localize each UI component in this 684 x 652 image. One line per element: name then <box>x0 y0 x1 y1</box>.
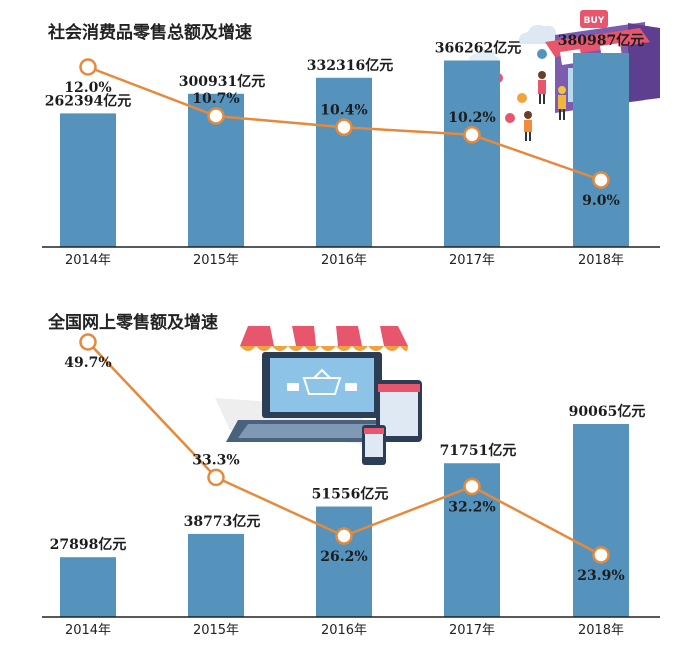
chart2-value-labels: 27898亿元 38773亿元 51556亿元 71751亿元 90065亿元 <box>50 403 646 553</box>
x-tick-label: 2015年 <box>193 623 239 638</box>
growth-value-label: 9.0% <box>582 193 620 209</box>
x-tick-label: 2014年 <box>65 623 111 638</box>
growth-value-label: 12.0% <box>64 80 111 96</box>
growth-value-label: 23.9% <box>577 568 624 584</box>
growth-marker <box>79 333 97 351</box>
growth-value-label: 10.4% <box>320 102 367 118</box>
chart1-value-labels: 262394亿元 300931亿元 332316亿元 366262亿元 380987亿元 <box>45 32 644 109</box>
bar-value-label: 38773亿元 <box>184 513 261 530</box>
x-tick-label: 2014年 <box>65 253 111 268</box>
cloud-icon <box>519 24 562 44</box>
growth-value-label: 26.2% <box>320 549 367 565</box>
growth-marker <box>592 171 610 189</box>
chart1-title: 社会消费品零售总额及增速 <box>47 22 252 43</box>
x-tick-label: 2018年 <box>578 623 624 638</box>
x-tick-label: 2016年 <box>321 253 367 268</box>
pin-icon <box>505 113 515 123</box>
awning-stripe <box>270 326 296 346</box>
awning-stripe <box>314 326 338 346</box>
bar-2014年 <box>60 557 116 617</box>
basket-icon <box>302 377 342 395</box>
growth-value-label: 49.7% <box>64 355 111 371</box>
awning-scallop <box>240 346 408 351</box>
shopper-figure <box>558 86 566 120</box>
laptop-screen <box>270 358 374 412</box>
basket-icon <box>345 383 357 391</box>
bar-2018年 <box>573 424 629 617</box>
bar-value-label: 90065亿元 <box>569 403 646 420</box>
growth-marker <box>463 477 481 496</box>
bar-value-label: 71751亿元 <box>440 442 517 459</box>
bar-2014年 <box>60 113 116 247</box>
bar-value-label: 262394亿元 <box>45 92 131 109</box>
chart2-x-ticks: 2014年 2015年 2016年 2017年 2018年 <box>65 623 624 638</box>
growth-value-label: 10.2% <box>448 110 495 126</box>
x-tick-label: 2016年 <box>321 623 367 638</box>
bar-value-label: 380987亿元 <box>558 32 644 49</box>
growth-value-label: 33.3% <box>192 452 239 468</box>
online-shop-illustration <box>215 326 422 465</box>
shopper-figure <box>524 111 532 141</box>
basket-icon <box>287 383 299 391</box>
bar-2016年 <box>316 77 372 248</box>
chart1-growth-labels: 12.0% 10.7% 10.4% 10.2% 9.0% <box>64 80 620 209</box>
buy-sign-text: BUY <box>584 16 605 26</box>
bar-2017年 <box>444 60 500 248</box>
bar-2015年 <box>188 533 244 617</box>
bar-2018年 <box>573 53 629 247</box>
bar-value-label: 51556亿元 <box>312 486 389 503</box>
x-tick-label: 2017年 <box>449 623 495 638</box>
bar-value-label: 27898亿元 <box>50 536 127 553</box>
growth-marker <box>592 546 610 564</box>
growth-marker <box>335 527 353 545</box>
growth-marker <box>463 126 481 144</box>
awning-stripe <box>358 326 384 346</box>
chart2-growth-labels: 49.7% 33.3% 26.2% 32.2% 23.9% <box>64 355 624 584</box>
shop-awning <box>545 28 650 57</box>
chart1-growth-markers <box>79 58 610 189</box>
chart1-x-ticks: 2014年 2015年 2016年 2017年 2018年 <box>65 253 624 268</box>
growth-value-label: 10.7% <box>192 91 239 107</box>
pin-icon <box>537 49 547 59</box>
x-tick-label: 2018年 <box>578 253 624 268</box>
bar-value-label: 366262亿元 <box>435 39 521 56</box>
growth-marker <box>207 468 225 487</box>
growth-marker <box>207 107 225 125</box>
bar-value-label: 300931亿元 <box>179 73 265 90</box>
chart2-growth-markers <box>79 333 610 564</box>
buy-sign <box>580 10 608 28</box>
x-tick-label: 2015年 <box>193 253 239 268</box>
growth-marker <box>79 58 97 76</box>
chart1-bars <box>60 53 629 248</box>
shopper-figure <box>538 71 546 104</box>
laptop-keys <box>238 424 392 438</box>
cloud-icon <box>469 49 499 63</box>
growth-value-label: 32.2% <box>448 499 495 515</box>
bar-2016年 <box>316 506 372 617</box>
bar-value-label: 332316亿元 <box>307 57 393 74</box>
x-tick-label: 2017年 <box>449 253 495 268</box>
chart2-title: 全国网上零售额及增速 <box>47 312 218 333</box>
growth-marker <box>335 118 353 137</box>
chart2-bars <box>60 424 629 617</box>
pin-icon <box>517 93 527 103</box>
